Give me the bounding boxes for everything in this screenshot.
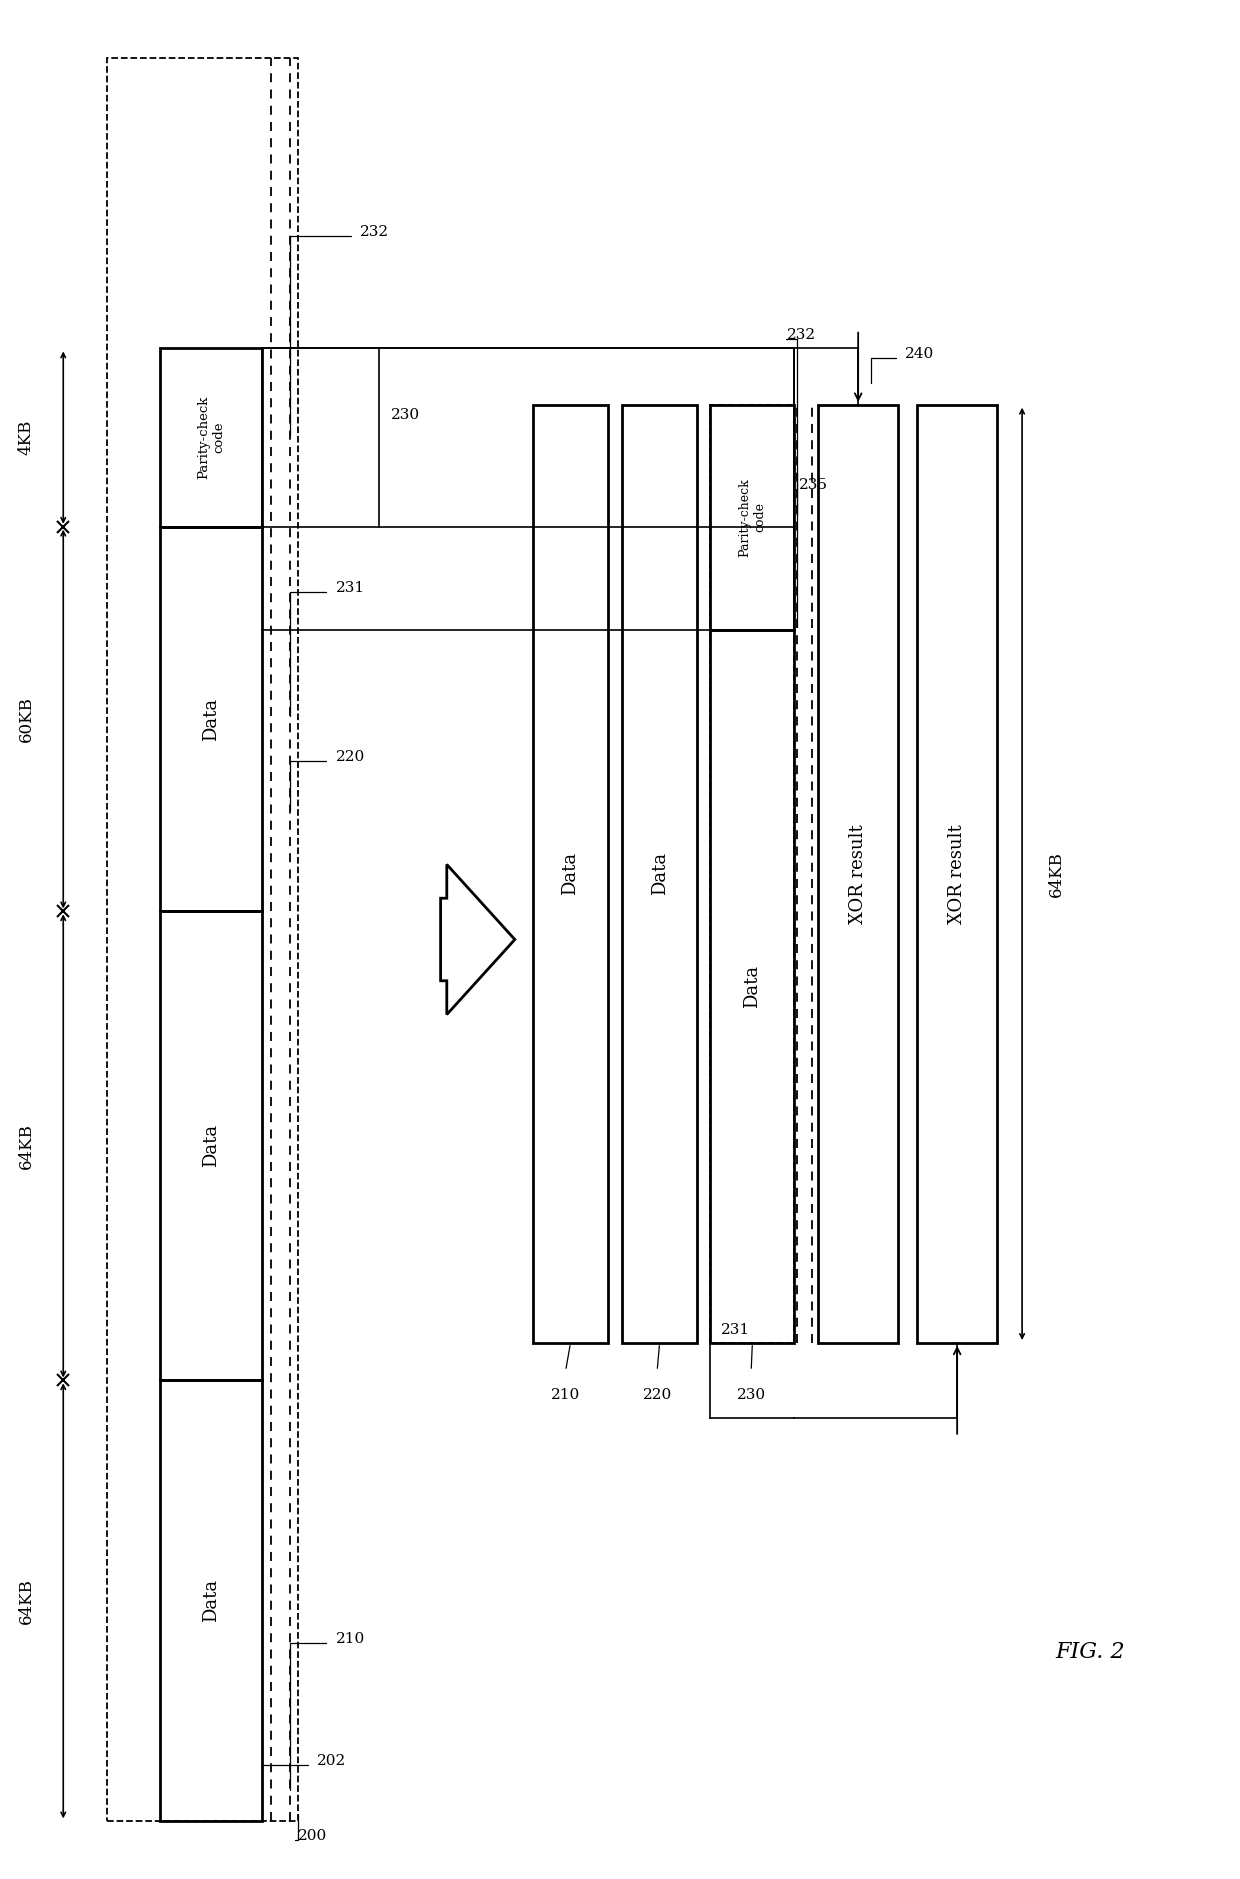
- Bar: [160, 526, 263, 911]
- Bar: [711, 629, 795, 1343]
- Text: Parity-check
code: Parity-check code: [197, 396, 226, 479]
- Text: 231: 231: [720, 1323, 750, 1336]
- Text: Data: Data: [744, 964, 761, 1007]
- Text: 202: 202: [317, 1753, 346, 1768]
- Text: FIG. 2: FIG. 2: [1055, 1642, 1125, 1663]
- Text: 240: 240: [904, 348, 934, 361]
- Text: 210: 210: [551, 1389, 580, 1402]
- Text: 200: 200: [299, 1828, 327, 1843]
- Text: 4KB: 4KB: [17, 419, 35, 455]
- Text: 235: 235: [800, 479, 828, 492]
- Text: XOR result: XOR result: [849, 825, 867, 924]
- Bar: [818, 404, 898, 1343]
- Text: Parity-check
code: Parity-check code: [738, 477, 766, 556]
- Text: 64KB: 64KB: [17, 1578, 35, 1623]
- Bar: [160, 348, 263, 526]
- Bar: [160, 911, 263, 1381]
- Bar: [160, 1381, 263, 1821]
- Text: Data: Data: [562, 853, 579, 896]
- Text: 231: 231: [336, 581, 365, 596]
- Text: Data: Data: [202, 697, 219, 740]
- Text: 220: 220: [642, 1389, 672, 1402]
- Text: 232: 232: [787, 329, 816, 342]
- Text: Data: Data: [651, 853, 668, 896]
- Text: Data: Data: [202, 1124, 219, 1167]
- Text: 232: 232: [360, 225, 389, 239]
- Text: 64KB: 64KB: [17, 1124, 35, 1169]
- Bar: [622, 404, 697, 1343]
- Text: Data: Data: [202, 1580, 219, 1622]
- Text: 210: 210: [336, 1633, 365, 1646]
- Bar: [916, 404, 997, 1343]
- Text: 60KB: 60KB: [17, 695, 35, 742]
- Text: 64KB: 64KB: [1048, 851, 1065, 896]
- Bar: [711, 404, 795, 629]
- Text: 230: 230: [737, 1389, 766, 1402]
- Bar: [711, 404, 795, 1343]
- Text: XOR result: XOR result: [949, 825, 966, 924]
- Bar: [107, 58, 299, 1821]
- Text: 230: 230: [391, 408, 420, 423]
- Polygon shape: [440, 864, 515, 1015]
- Bar: [533, 404, 608, 1343]
- Text: 220: 220: [336, 750, 365, 765]
